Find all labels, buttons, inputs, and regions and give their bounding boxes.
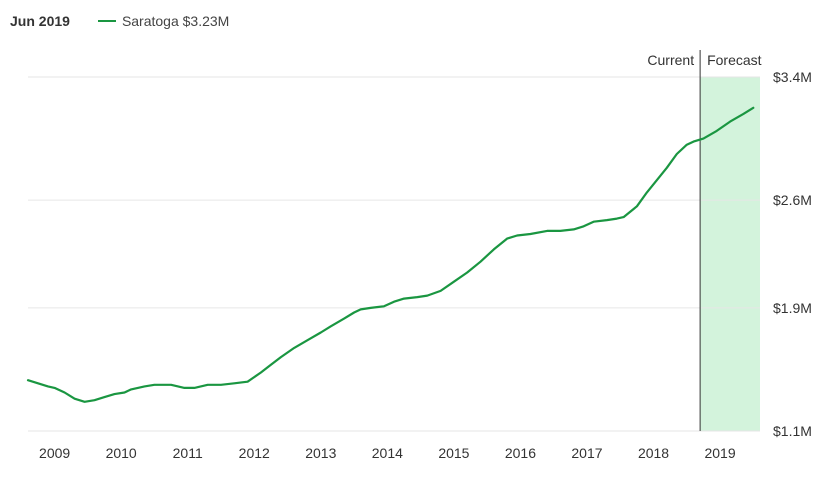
x-tick-label: 2012: [239, 445, 270, 461]
grid-lines: [28, 76, 760, 432]
forecast-label: Forecast: [707, 52, 762, 68]
x-tick-label: 2010: [106, 445, 137, 461]
x-tick-label: 2016: [505, 445, 536, 461]
x-tick-label: 2014: [372, 445, 403, 461]
forecast-region: [700, 77, 760, 431]
y-axis: $1.1M $1.9M $2.6M $3.4M: [773, 69, 812, 439]
y-tick-label: $2.6M: [773, 192, 812, 208]
x-tick-label: 2017: [571, 445, 602, 461]
series-group: [26, 106, 755, 403]
series-line-0: [26, 106, 755, 403]
y-tick-label: $1.1M: [773, 423, 812, 439]
x-tick-label: 2015: [438, 445, 469, 461]
current-label: Current: [647, 52, 694, 68]
x-axis: 2009 2010 2011 2012 2013 2014 2015 2016 2017 2018…: [39, 445, 736, 461]
x-tick-label: 2013: [305, 445, 336, 461]
x-tick-label: 2019: [704, 445, 735, 461]
legend-date: Jun 2019: [10, 13, 70, 29]
chart-legend: Jun 2019 Saratoga $3.23M: [10, 10, 229, 32]
legend-swatch: [97, 20, 116, 22]
x-tick-label: 2018: [638, 445, 669, 461]
legend-series-label: Saratoga $3.23M: [121, 13, 230, 29]
x-tick-label: 2009: [39, 445, 70, 461]
x-tick-label: 2011: [173, 445, 203, 461]
y-tick-label: $1.9M: [773, 300, 812, 316]
y-tick-label: $3.4M: [773, 69, 812, 85]
